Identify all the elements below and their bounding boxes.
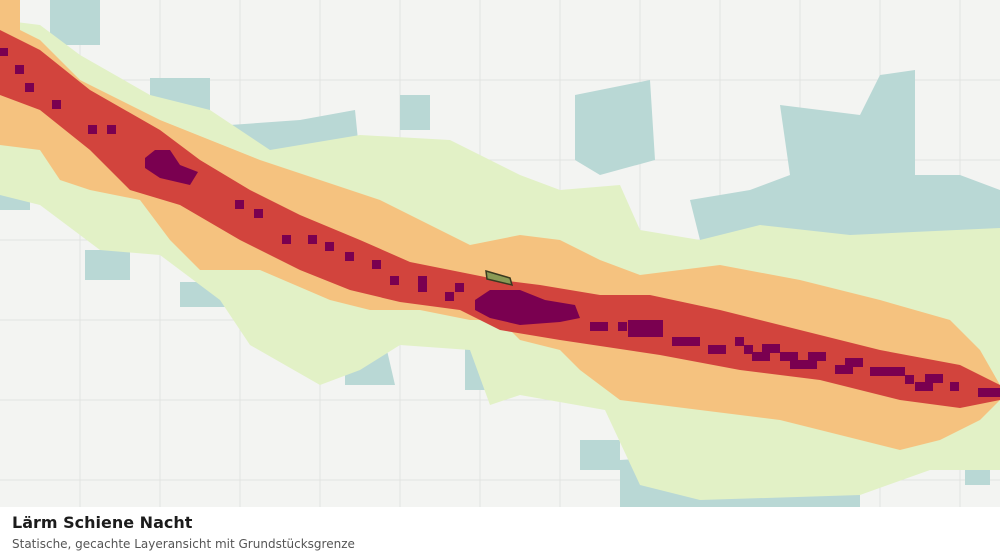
parcel-boundary bbox=[485, 269, 514, 287]
noise-zone-highest bbox=[0, 48, 1000, 397]
map bbox=[0, 0, 1000, 507]
layer-subtitle: Statische, gecachte Layeransicht mit Gru… bbox=[12, 537, 355, 551]
caption-panel: Lärm Schiene Nacht Statische, gecachte L… bbox=[0, 507, 1000, 560]
layer-title: Lärm Schiene Nacht bbox=[12, 513, 193, 532]
